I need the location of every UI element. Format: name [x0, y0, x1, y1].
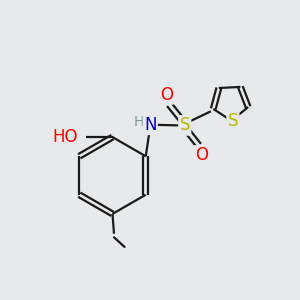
Text: S: S — [179, 116, 190, 134]
Text: H: H — [134, 115, 144, 129]
Text: S: S — [228, 112, 238, 130]
Text: O: O — [160, 85, 173, 103]
Text: HO: HO — [52, 128, 78, 146]
Text: N: N — [144, 116, 157, 134]
Text: O: O — [195, 146, 208, 164]
